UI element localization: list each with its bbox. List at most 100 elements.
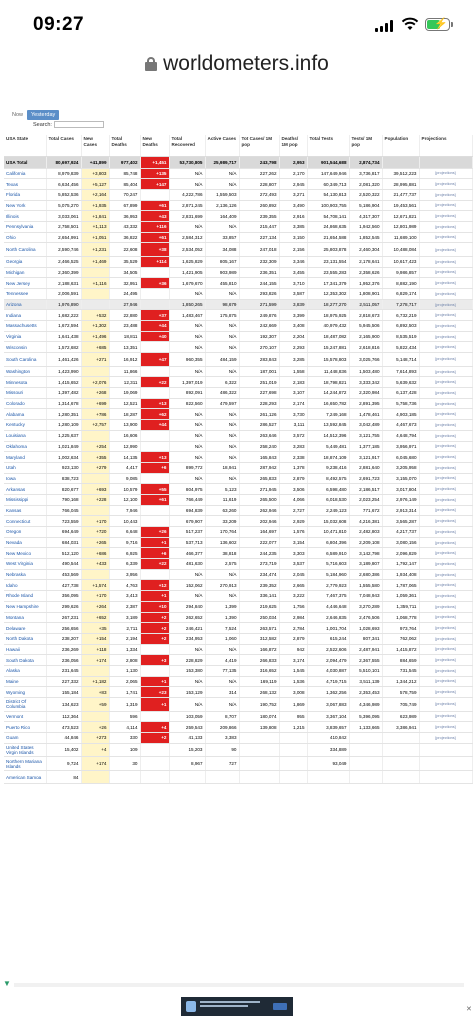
projections-link[interactable]: [projections] (419, 612, 473, 624)
state-name-link[interactable]: Alabama (4, 408, 47, 421)
state-name-link[interactable]: Arkansas (4, 483, 47, 495)
tab-now[interactable]: Now (12, 112, 24, 118)
projections-link[interactable]: [projections] (419, 601, 473, 613)
state-name-link[interactable]: Pennsylvania (4, 221, 47, 233)
projections-link[interactable]: [projections] (419, 309, 473, 322)
state-name-link[interactable]: Minnesota (4, 376, 47, 389)
projections-link[interactable]: [projections] (419, 430, 473, 442)
state-name-link[interactable]: Guam (4, 732, 47, 744)
projections-link[interactable]: [projections] (419, 341, 473, 354)
column-header[interactable]: New Deaths (140, 135, 170, 157)
column-header[interactable]: Total Deaths (109, 135, 141, 157)
state-name-link[interactable]: South Carolina (4, 352, 47, 367)
state-name-link[interactable]: Colorado (4, 398, 47, 410)
projections-link[interactable]: [projections] (419, 168, 473, 180)
state-name-link[interactable]: Virginia (4, 331, 47, 343)
projections-link[interactable]: [projections] (419, 320, 473, 332)
state-name-link[interactable]: Indiana (4, 309, 47, 322)
projections-link[interactable]: [projections] (419, 408, 473, 421)
projections-link[interactable]: [projections] (419, 189, 473, 201)
state-name-link[interactable]: USA Total (4, 156, 47, 169)
state-name-link[interactable]: California (4, 168, 47, 180)
state-name-link[interactable]: New Mexico (4, 547, 47, 560)
column-header[interactable]: New Cases (81, 135, 110, 157)
projections-link[interactable]: [projections] (419, 590, 473, 602)
column-header[interactable]: Total Recovered (169, 135, 206, 157)
projections-link[interactable]: [projections] (419, 505, 473, 517)
ad-close-icon[interactable]: ✕ (466, 1006, 472, 1013)
projections-link[interactable]: [projections] (419, 633, 473, 645)
state-name-link[interactable]: Georgia (4, 256, 47, 268)
projections-link[interactable]: [projections] (419, 537, 473, 549)
projections-link[interactable]: [projections] (419, 676, 473, 688)
state-name-link[interactable]: New Hampshire (4, 601, 47, 613)
projections-link[interactable]: [projections] (419, 654, 473, 666)
state-name-link[interactable]: United States Virgin Islands (4, 743, 47, 758)
state-name-link[interactable]: Washington (4, 366, 47, 378)
state-name-link[interactable]: Delaware (4, 622, 47, 634)
projections-link[interactable]: [projections] (419, 665, 473, 677)
state-name-link[interactable]: Texas (4, 178, 47, 190)
projections-link[interactable]: [projections] (419, 331, 473, 343)
state-name-link[interactable]: Oregon (4, 526, 47, 538)
column-header[interactable]: Total Cases (46, 135, 82, 157)
column-header[interactable]: Tot Cases/ 1M pop (239, 135, 280, 157)
tab-yesterday[interactable]: Yesterday (27, 110, 60, 120)
projections-link[interactable]: [projections] (419, 387, 473, 399)
projections-link[interactable]: [projections] (419, 419, 473, 431)
ad-cta-button[interactable] (273, 1003, 287, 1010)
state-name-link[interactable]: Nevada (4, 537, 47, 549)
projections-link[interactable]: [projections] (419, 288, 473, 300)
state-name-link[interactable]: Utah (4, 462, 47, 474)
projections-link[interactable]: [projections] (419, 462, 473, 474)
projections-link[interactable]: [projections] (419, 622, 473, 634)
state-name-link[interactable]: Puerto Rico (4, 721, 47, 733)
state-name-link[interactable]: Illinois (4, 210, 47, 222)
projections-link[interactable]: [projections] (419, 267, 473, 279)
state-name-link[interactable]: Idaho (4, 579, 47, 592)
projections-link[interactable]: [projections] (419, 721, 473, 733)
state-name-link[interactable]: Rhode Island (4, 590, 47, 602)
state-name-link[interactable]: District Of Columbia (4, 697, 47, 712)
state-name-link[interactable]: Iowa (4, 473, 47, 485)
column-header[interactable]: USA State (4, 135, 47, 157)
state-name-link[interactable]: West Virginia (4, 558, 47, 570)
state-name-link[interactable]: American Samoa (4, 770, 47, 785)
projections-link[interactable]: [projections] (419, 376, 473, 389)
column-header[interactable]: Tests/ 1M pop (349, 135, 383, 157)
projections-link[interactable]: [projections] (419, 398, 473, 410)
projections-link[interactable]: [projections] (419, 473, 473, 485)
state-name-link[interactable]: Wyoming (4, 686, 47, 698)
state-name-link[interactable]: Tennessee (4, 288, 47, 300)
state-name-link[interactable]: Connecticut (4, 515, 47, 527)
state-name-link[interactable]: Kentucky (4, 419, 47, 431)
state-name-link[interactable]: Kansas (4, 505, 47, 517)
state-name-link[interactable]: Michigan (4, 267, 47, 279)
address-bar[interactable]: worldometers.info (0, 46, 474, 86)
state-name-link[interactable]: Alaska (4, 665, 47, 677)
projections-link[interactable]: [projections] (419, 451, 473, 463)
column-header[interactable]: Total Tests (307, 135, 350, 157)
state-name-link[interactable]: Arizona (4, 299, 47, 311)
projections-link[interactable]: [projections] (419, 697, 473, 712)
state-name-link[interactable]: Ohio (4, 232, 47, 244)
projections-link[interactable]: [projections] (419, 277, 473, 289)
projections-link[interactable]: [projections] (419, 711, 473, 723)
column-header[interactable]: Deaths/ 1M pop (279, 135, 308, 157)
projections-link[interactable]: [projections] (419, 515, 473, 527)
projections-link[interactable]: [projections] (419, 221, 473, 233)
projections-link[interactable]: [projections] (419, 644, 473, 656)
projections-link[interactable]: [projections] (419, 366, 473, 378)
projections-link[interactable]: [projections] (419, 242, 473, 257)
state-name-link[interactable]: Maryland (4, 451, 47, 463)
projections-link[interactable]: [projections] (419, 526, 473, 538)
state-name-link[interactable]: Nebraska (4, 569, 47, 581)
filter-funnel-icon[interactable]: ▼ (3, 979, 11, 988)
projections-link[interactable]: [projections] (419, 494, 473, 506)
state-name-link[interactable]: Maine (4, 676, 47, 688)
state-name-link[interactable]: Mississippi (4, 494, 47, 506)
projections-link[interactable]: [projections] (419, 569, 473, 581)
state-name-link[interactable]: Northern Mariana Islands (4, 756, 47, 771)
state-name-link[interactable]: Oklahoma (4, 441, 47, 453)
state-name-link[interactable]: North Carolina (4, 242, 47, 257)
